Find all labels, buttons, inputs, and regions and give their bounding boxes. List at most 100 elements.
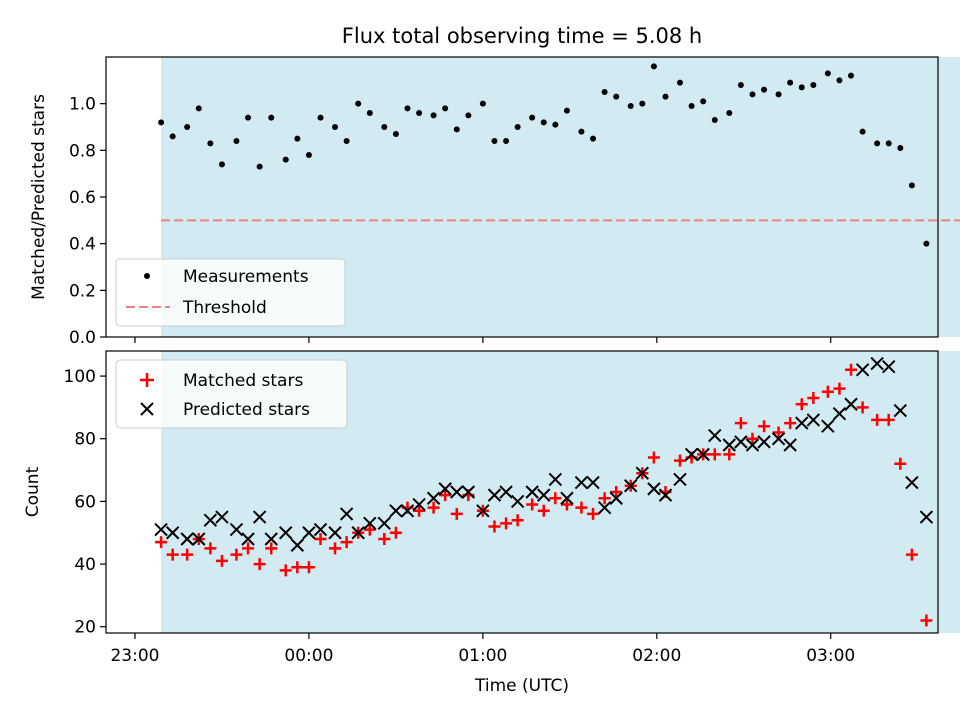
predicted-star-point [363, 516, 377, 531]
measurement-point [514, 124, 521, 130]
matched-star-point [242, 542, 255, 555]
predicted-star-point [279, 526, 293, 540]
top-y-tick-label: 1.0 [69, 95, 96, 115]
matched-star-point [905, 548, 918, 561]
matched-star-point [389, 526, 402, 539]
matched-star-point [821, 385, 834, 398]
measurement-point [688, 103, 695, 109]
measurement-point [169, 133, 176, 140]
measurement-point [859, 128, 866, 135]
predicted-star-point [252, 510, 267, 524]
measurement-point [810, 82, 817, 88]
matched-star-point [439, 489, 452, 502]
predicted-star-point [241, 532, 255, 546]
predicted-star-point [537, 488, 551, 502]
predicted-star-point [180, 532, 194, 546]
top-y-tick-label: 0.0 [69, 328, 96, 348]
matched-star-point [784, 417, 797, 430]
measurement-point [749, 91, 756, 98]
top-panel: 0.0 0.2 0.4 0.6 0.8 1.0 Matched/Predicted sta… [29, 56, 960, 348]
matched-star-point [673, 454, 686, 467]
matched-star-point [166, 548, 179, 561]
measurement-point [416, 110, 423, 116]
predicted-star-point [757, 435, 771, 449]
measurement-point [662, 93, 669, 100]
measurement-point [430, 112, 437, 119]
matched-star-point [500, 517, 513, 530]
measurement-point [453, 126, 460, 133]
measurement-point [798, 84, 805, 91]
predicted-star-point [377, 516, 392, 531]
predicted-star-point [487, 488, 502, 502]
predicted-star-point [426, 491, 441, 505]
matched-star-point [856, 401, 869, 414]
measurement-point [787, 79, 794, 86]
top-legend: Measurements Threshold [115, 258, 346, 327]
matched-star-point [302, 561, 315, 574]
measurement-point [836, 77, 843, 84]
predicted-star-point [339, 507, 354, 521]
matched-star-point [795, 398, 808, 411]
predicted-star-point [597, 500, 612, 515]
bottom-y-tick-label: 20 [74, 618, 96, 638]
matched-star-point [378, 533, 391, 545]
top-x-ticks [134, 337, 832, 343]
legend-matched-marker [140, 373, 154, 387]
matched-star-point [723, 448, 736, 461]
matched-star-point [871, 413, 884, 426]
top-y-axis-label: Matched/Predicted stars [29, 94, 49, 300]
predicted-star-point [745, 438, 760, 452]
bottom-y-ticks: 20 40 60 80 100 [64, 367, 106, 638]
predicted-star-point [893, 403, 908, 418]
bottom-legend-box [115, 359, 348, 429]
predicted-star-point [832, 406, 847, 421]
bottom-y-tick-label: 40 [74, 555, 96, 575]
measurement-point [404, 105, 411, 112]
bottom-x-tick-label: 02:00 [632, 646, 681, 666]
measurement-point [552, 121, 559, 128]
bottom-x-tick-label: 23:00 [110, 646, 159, 666]
predicted-star-point [647, 482, 661, 496]
measurement-point [381, 124, 388, 130]
predicted-star-point [574, 475, 589, 490]
predicted-star-point [215, 510, 229, 524]
predicted-star-point [154, 522, 168, 537]
matched-star-point [155, 536, 168, 549]
measurement-point [245, 114, 252, 121]
predicted-star-point [722, 438, 736, 452]
measurement-point [775, 91, 782, 98]
matched-star-point [279, 564, 292, 577]
matched-star-point [413, 504, 426, 517]
matched-star-point [647, 451, 660, 464]
legend-measurements-marker [144, 273, 150, 279]
matched-star-point [230, 548, 243, 561]
matched-star-point [807, 392, 820, 404]
measurement-point [885, 140, 892, 147]
measurement-point [465, 112, 472, 119]
matched-star-point [314, 533, 327, 545]
measurement-point [366, 110, 373, 116]
matched-star-point [549, 492, 562, 505]
measurement-point [184, 124, 191, 130]
predicted-star-point [783, 438, 797, 452]
measurement-point [195, 105, 202, 112]
measurement-point [563, 107, 570, 114]
matched-star-point [537, 504, 550, 517]
matched-star-point [610, 486, 623, 498]
matched-star-point [265, 542, 278, 555]
top-y-tick-label: 0.8 [69, 141, 96, 161]
matched-star-point [894, 457, 907, 470]
predicted-star-point [844, 397, 858, 411]
measurement-point [676, 79, 683, 86]
predicted-star-point [264, 532, 278, 546]
matched-star-point [587, 507, 600, 520]
top-y-tick-label: 0.6 [69, 188, 96, 208]
measurement-point [158, 119, 165, 126]
predicted-star-point [806, 413, 821, 427]
measurement-point [639, 100, 646, 107]
measurement-point [332, 124, 339, 130]
bottom-y-tick-label: 80 [74, 430, 96, 450]
predicted-star-point [658, 488, 673, 502]
measurement-point [700, 98, 707, 105]
